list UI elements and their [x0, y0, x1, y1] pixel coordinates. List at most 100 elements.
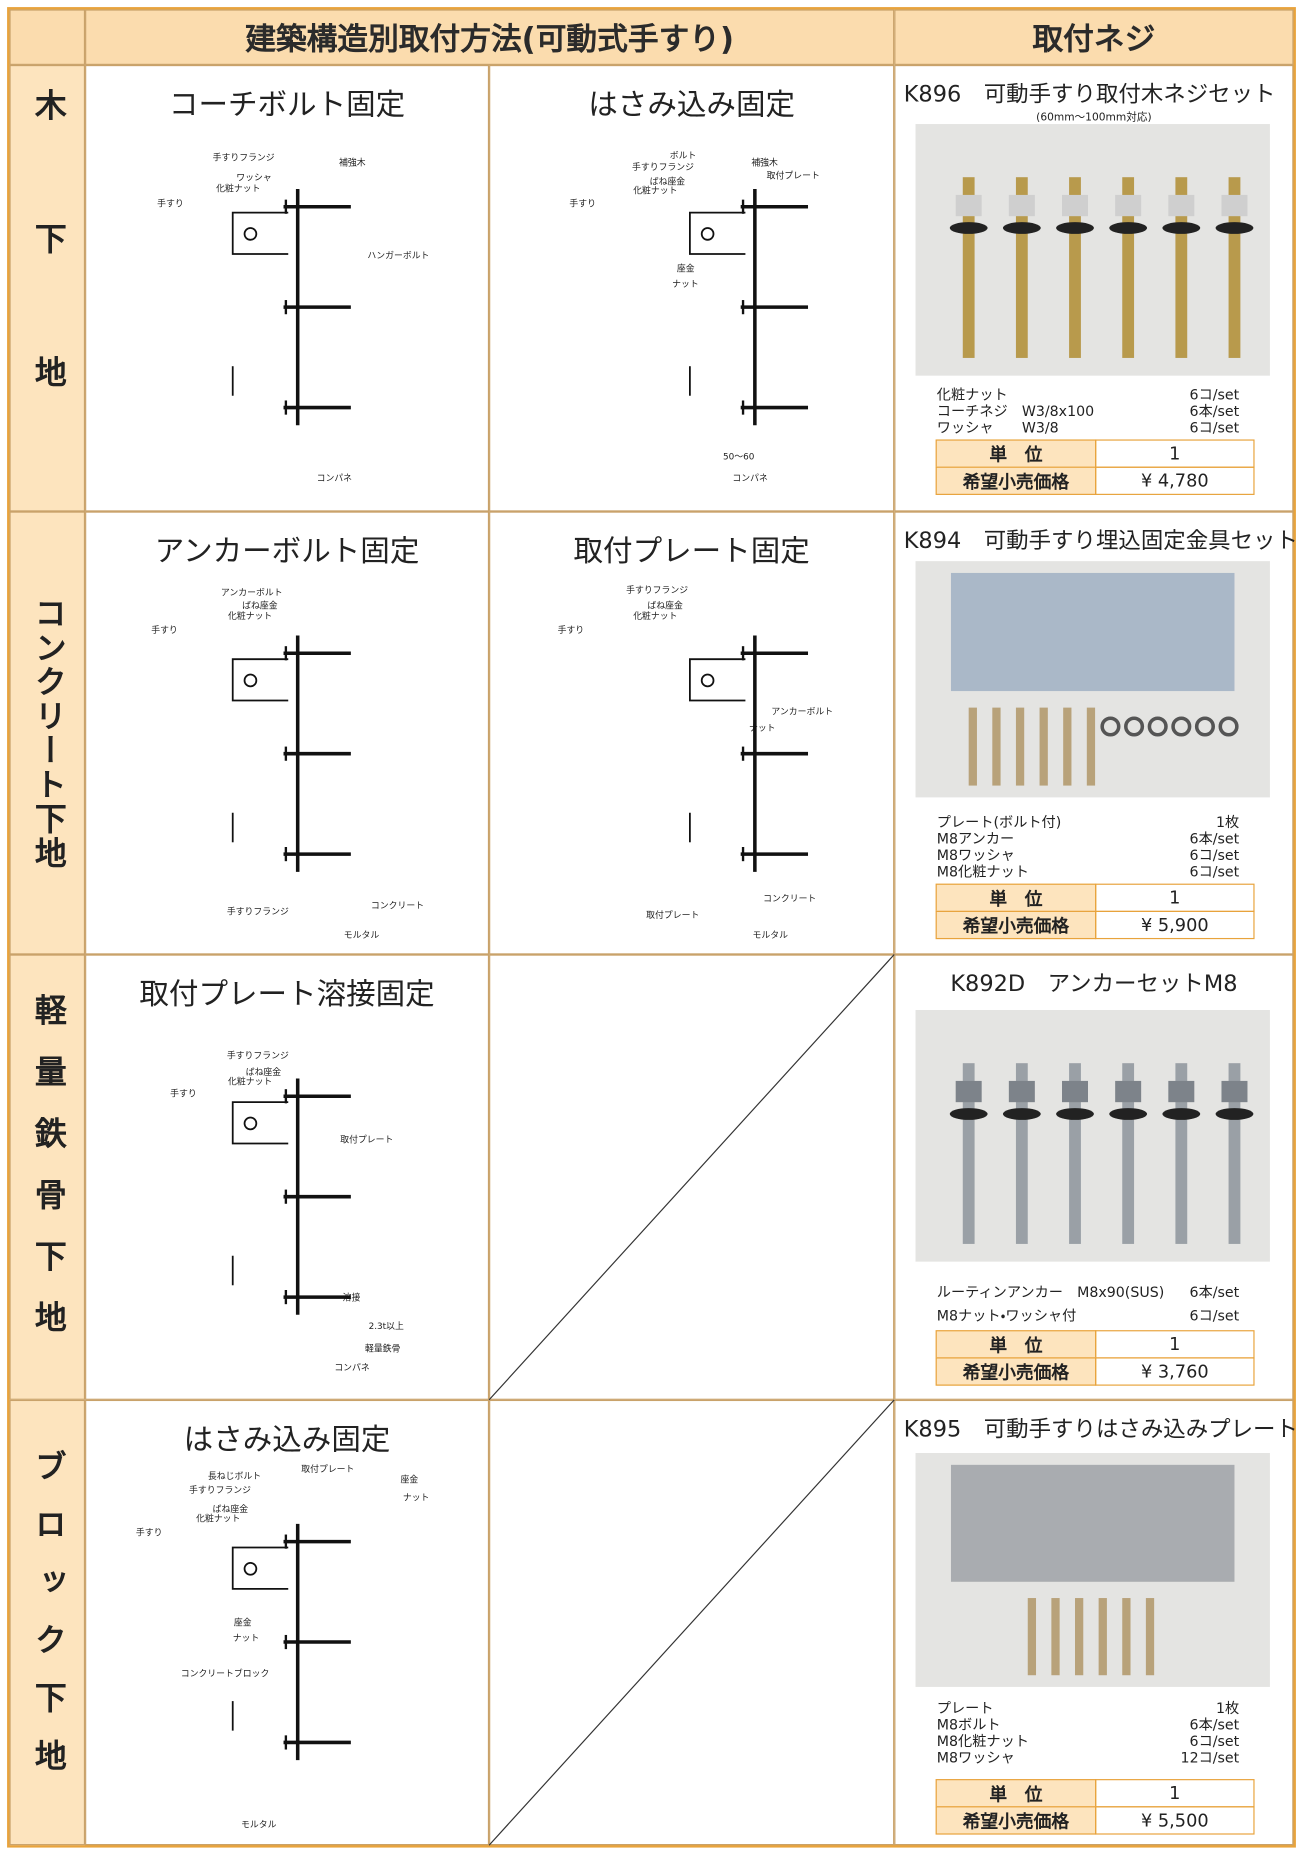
bolt-shank	[1122, 177, 1135, 358]
item-name: プレート	[936, 1699, 994, 1717]
washer	[1100, 716, 1121, 737]
bolt-nut	[1062, 1080, 1088, 1103]
bolt-shank	[1122, 1063, 1135, 1244]
diagram-label: コンパネ	[732, 472, 768, 484]
price-value: ¥ 5,900	[1095, 910, 1255, 940]
diagram-label: モルタル	[752, 929, 788, 941]
item-name: M8ワッシャ	[936, 847, 1015, 864]
washer	[1002, 1108, 1041, 1120]
product-title: K895 可動手すりはさみ込みプレート	[903, 1416, 1298, 1443]
bolt-shank	[962, 177, 975, 358]
anchor	[1063, 707, 1072, 786]
diagram-label: ハンガーボルト	[367, 250, 430, 262]
diagram-label: 手すりフランジ	[626, 584, 689, 596]
anchor	[1075, 1598, 1084, 1676]
bolt-shank	[1069, 1063, 1081, 1244]
item-name: プレート(ボルト付)	[936, 813, 1062, 831]
washer	[1162, 1108, 1201, 1120]
diagram-label: 手すりフランジ	[226, 906, 289, 917]
handrail	[700, 673, 715, 688]
item-qty: 6コ/set	[1189, 1732, 1240, 1750]
washer	[1109, 1108, 1148, 1120]
price-label: 希望小売価格	[935, 1806, 1097, 1835]
anchor	[1122, 1598, 1131, 1676]
handrail	[243, 1116, 258, 1131]
bolt-shank	[1015, 1063, 1028, 1244]
diagram-label: ばね座金	[245, 1066, 282, 1078]
plate	[950, 1464, 1235, 1582]
diagram-label: 手すりフランジ	[226, 1050, 289, 1061]
item-name: M8化粧ナット	[936, 1732, 1029, 1750]
bolt-shank	[1069, 177, 1081, 358]
handrail	[700, 227, 715, 241]
row-label: ブロック下地	[9, 1399, 86, 1846]
method-title: はさみ込み固定	[588, 87, 796, 122]
diagram-label: ばね座金	[647, 600, 683, 611]
washer	[1215, 222, 1254, 234]
item-name: M8化粧ナット	[936, 863, 1029, 881]
diagram-label: 手すり	[569, 198, 596, 210]
anchor	[1039, 707, 1048, 786]
method-title: 取付プレート固定	[573, 533, 810, 569]
diagram-label: コンクリートブロック	[180, 1668, 270, 1679]
diagram-label: 化粧ナット	[216, 183, 261, 194]
method-cell	[85, 954, 490, 1400]
bolt-shank	[1228, 1063, 1241, 1244]
item-name: 化粧ナット	[936, 386, 1008, 403]
product-title: K892D アンカーセットM8	[950, 971, 1238, 998]
diagram-label: 手すり	[135, 1527, 163, 1539]
anchor	[1027, 1598, 1037, 1676]
diagram-label: アンカーボルト	[220, 587, 283, 598]
diagram-label: ナット	[402, 1492, 430, 1503]
method-cell	[489, 1399, 895, 1846]
bolt-shank	[1015, 177, 1028, 358]
frame	[7, 7, 1296, 1848]
method-cell	[489, 511, 895, 955]
item-qty: 6本/set	[1189, 1716, 1240, 1733]
anchor	[1051, 1598, 1060, 1676]
anchor	[1015, 707, 1025, 786]
washer	[949, 222, 988, 234]
item-name: M8ボルト	[936, 1716, 1001, 1733]
item-qty: 6コ/set	[1189, 419, 1240, 436]
diagram-label: 長ねじボルト	[207, 1470, 262, 1482]
diagram-label: 化粧ナット	[227, 610, 273, 622]
plate	[950, 572, 1235, 692]
diagram-label: 補強木	[751, 157, 778, 168]
item-name: ワッシャ W3/8	[936, 419, 1059, 436]
product-cell	[894, 511, 1294, 955]
diagram-label: ナット	[232, 1632, 260, 1644]
row-label: 軽量鉄骨下地	[9, 954, 86, 1400]
bolt-nut	[1008, 194, 1035, 217]
bolt-shank	[1228, 177, 1241, 358]
empty-diagonal	[488, 1399, 895, 1846]
diagram-label: コンパネ	[316, 472, 353, 484]
product-cell	[894, 1399, 1294, 1846]
bolt-nut	[1115, 194, 1142, 217]
method-cell	[489, 64, 895, 512]
item-qty: 6本/set	[1189, 402, 1240, 420]
bolt-nut	[955, 194, 982, 217]
item-name: M8アンカー	[936, 830, 1015, 848]
diagram-label: 化粧ナット	[633, 185, 678, 197]
diagram-label: 手すり	[170, 1087, 197, 1099]
diagram-label: 手すりフランジ	[632, 161, 695, 173]
diagram-label: ばね座金	[212, 1503, 249, 1515]
handrail	[243, 227, 258, 241]
unit-label: 単 位	[935, 439, 1097, 468]
item-qty: 6本/set	[1189, 830, 1240, 848]
diagram-label: ナット	[748, 722, 776, 734]
diagram-label: 座金	[400, 1474, 419, 1485]
diagram-label: ボルト	[669, 150, 697, 161]
item-qty: 6コ/set	[1189, 863, 1240, 881]
washer	[1002, 222, 1041, 234]
washer	[1194, 716, 1215, 737]
bracket	[689, 211, 746, 255]
item-qty: 6コ/set	[1189, 847, 1240, 864]
diagram-label: コンクリート	[763, 893, 817, 904]
method-title: はさみ込み固定	[183, 1422, 391, 1457]
bolt-shank	[1175, 177, 1188, 358]
washer	[949, 1108, 988, 1120]
method-title: アンカーボルト固定	[154, 533, 420, 569]
method-cell	[85, 1399, 490, 1846]
